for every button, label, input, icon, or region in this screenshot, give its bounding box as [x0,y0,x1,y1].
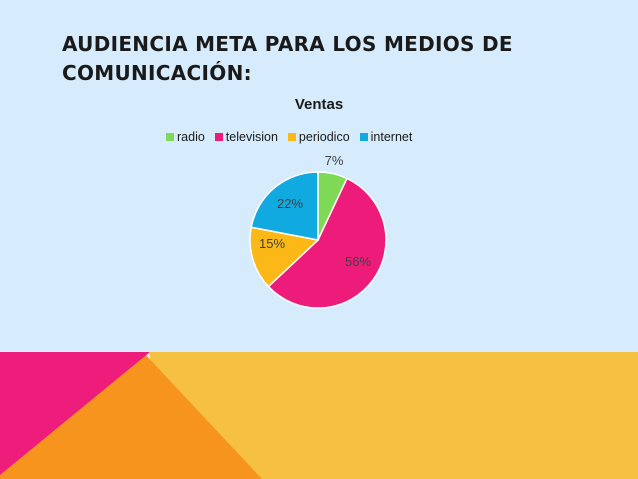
legend-swatch-periodico [287,133,296,141]
legend-item-radio: radio [166,130,205,144]
legend-item-internet: internet [359,130,413,144]
legend-label-internet: internet [370,130,413,144]
pie-slice-periodico [249,226,320,288]
footer-yellow-band [150,352,638,479]
slide-title: AUDIENCIA META PARA LOS MEDIOS DE COMUNI… [62,30,582,88]
legend-label-radio: radio [177,130,205,144]
legend-item-television: television [214,130,278,144]
pie-chart: 7% 56% 15% 22% [249,153,387,309]
pie-slice-internet [250,171,319,241]
legend-swatch-radio [166,133,174,141]
chart-legend: radio television periodico internet [166,130,422,144]
slide-title-line-2: COMUNICACIÓN: [62,61,252,85]
legend-label-periodico: periodico [298,130,350,144]
footer-decoration [0,352,638,479]
pie-label-internet: 22% [277,196,303,211]
pie-label-television: 56% [345,254,371,269]
slide-title-line-1: AUDIENCIA META PARA LOS MEDIOS DE [62,32,513,56]
footer-pink-triangle [0,352,150,475]
chart-title: Ventas [294,96,344,113]
pie-label-periodico: 15% [259,236,285,251]
pie-label-radio: 7% [325,153,344,168]
pie-slice-television [267,177,387,309]
legend-item-periodico: periodico [287,130,350,144]
footer-orange-triangle [0,352,262,479]
legend-swatch-internet [359,133,368,141]
legend-label-television: television [225,130,278,144]
legend-swatch-television [214,133,223,141]
